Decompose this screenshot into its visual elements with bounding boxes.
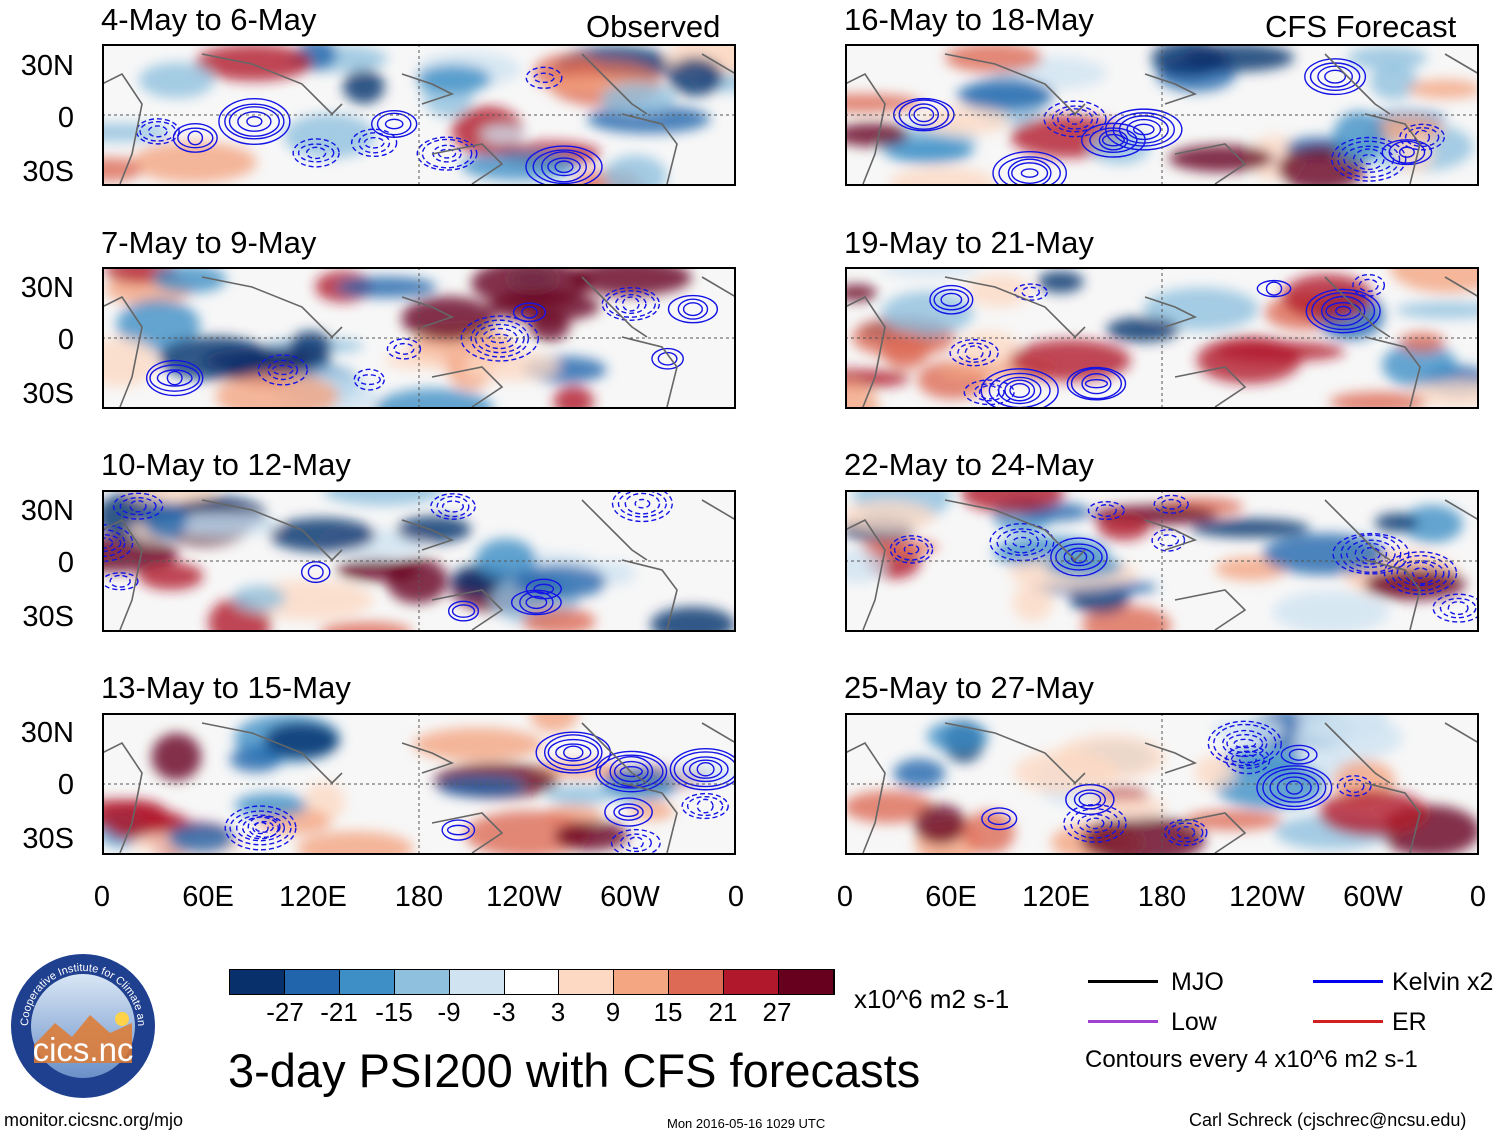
panel-title-obs-2: 7-May to 9-May xyxy=(101,225,317,260)
panel-title-fc-4: 25-May to 27-May xyxy=(844,670,1094,705)
panel-title-obs-4: 13-May to 15-May xyxy=(101,670,351,705)
cb-tick: -3 xyxy=(492,997,516,1027)
legend-note: Contours every 4 x10^6 m2 s-1 xyxy=(1085,1046,1418,1073)
cb-tick: 9 xyxy=(605,997,621,1027)
legend-label-mjo: MJO xyxy=(1171,968,1224,996)
legend-label-low: Low xyxy=(1171,1008,1217,1036)
map-panel-obs-1 xyxy=(102,44,736,186)
map-panel-obs-4 xyxy=(102,713,736,855)
panel-title-obs-3: 10-May to 12-May xyxy=(101,447,351,482)
footer-timestamp: Mon 2016-05-16 1029 UTC xyxy=(667,1116,826,1131)
colorbar-cell xyxy=(504,970,560,994)
map-panel-obs-3 xyxy=(102,490,736,632)
colorbar-cell xyxy=(669,970,725,994)
panel-title-obs-1: 4-May to 6-May xyxy=(101,2,317,37)
colorbar-cell xyxy=(394,970,450,994)
cb-tick: -21 xyxy=(320,997,358,1027)
colorbar-units: x10^6 m2 s-1 xyxy=(854,984,1010,1014)
cics-logo: Cooperative Institute for Climate and Sa… xyxy=(6,944,156,1099)
panel-title-fc-3: 22-May to 24-May xyxy=(844,447,1094,482)
cb-tick: 21 xyxy=(708,997,738,1027)
colorbar-cell xyxy=(230,970,285,994)
main-title: 3-day PSI200 with CFS forecasts xyxy=(228,1044,921,1097)
colorbar-cell xyxy=(449,970,505,994)
colorbar-cell xyxy=(559,970,615,994)
panel-title-fc-2: 19-May to 21-May xyxy=(844,225,1094,260)
observed-label: Observed xyxy=(586,9,721,44)
legend-line-mjo xyxy=(1088,980,1158,983)
map-panel-fc-1 xyxy=(845,44,1479,186)
forecast-label: CFS Forecast xyxy=(1265,9,1457,44)
cb-tick: 3 xyxy=(550,997,566,1027)
footer-url: monitor.cicsnc.org/mjo xyxy=(4,1110,184,1130)
legend-line-low xyxy=(1088,1020,1158,1023)
cb-tick: -9 xyxy=(437,997,461,1027)
map-panel-fc-2 xyxy=(845,267,1479,409)
colorbar-cell xyxy=(339,970,395,994)
map-panel-fc-3 xyxy=(845,490,1479,632)
legend-line-kelvin xyxy=(1313,980,1383,983)
cb-tick: 27 xyxy=(762,997,792,1027)
logo-text: cics.nc xyxy=(32,1031,134,1068)
colorbar-cell xyxy=(614,970,670,994)
panel-title-fc-1: 16-May to 18-May xyxy=(844,2,1094,37)
legend-line-er xyxy=(1313,1020,1383,1023)
colorbar-cell xyxy=(779,970,834,994)
legend-label-er: ER xyxy=(1392,1008,1427,1036)
cb-tick: -15 xyxy=(375,997,413,1027)
colorbar-cell xyxy=(284,970,340,994)
map-panel-obs-2 xyxy=(102,267,736,409)
colorbar xyxy=(229,969,835,995)
footer-credit: Carl Schreck (cjschrec@ncsu.edu) xyxy=(1189,1110,1467,1130)
cb-tick: 15 xyxy=(653,997,683,1027)
cb-tick: -27 xyxy=(266,997,304,1027)
legend-label-kelvin: Kelvin x2 xyxy=(1392,968,1494,996)
map-panel-fc-4 xyxy=(845,713,1479,855)
colorbar-cell xyxy=(724,970,780,994)
